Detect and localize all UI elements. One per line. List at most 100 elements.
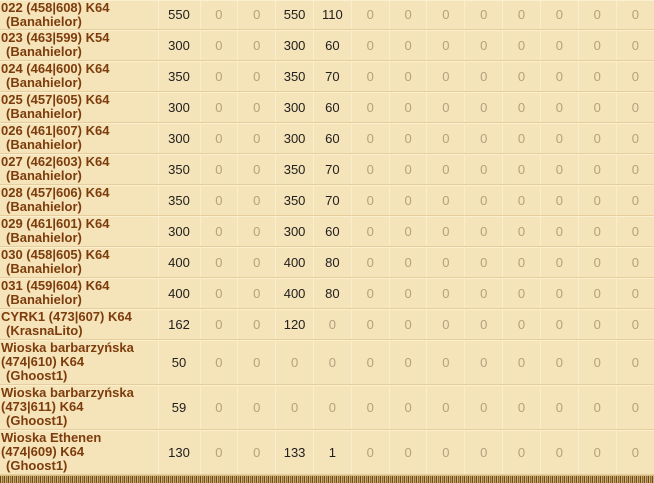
village-name-link[interactable]: 030 (458|605) K64 (1, 247, 110, 262)
table-row: 030 (458|605) K64 (Banahielor) 400 0 0 400 80 0… (0, 246, 654, 278)
troop-count-cell: 0 (578, 246, 617, 278)
village-name-link[interactable]: 024 (464|600) K64 (1, 61, 110, 76)
troop-count-cell: 0 (200, 429, 239, 475)
troop-count-cell: 0 (200, 308, 239, 340)
troop-count-cell: 0 (313, 339, 352, 385)
troop-count-cell: 0 (426, 384, 466, 430)
troop-count-cell: 350 (275, 153, 314, 185)
troop-count-cell: 300 (275, 122, 314, 154)
village-name-link[interactable]: 023 (463|599) K54 (1, 30, 110, 45)
troop-count-cell: 0 (616, 0, 654, 30)
troop-count-cell: 0 (389, 308, 428, 340)
troop-count-cell: 0 (502, 215, 541, 247)
troop-count-cell: 0 (351, 429, 390, 475)
village-owner-label: (Banahielor) (6, 199, 82, 214)
village-owner-label: (Ghoost1) (6, 368, 68, 383)
village-name-link[interactable]: 031 (459|604) K64 (1, 278, 110, 293)
troop-count-cell: 0 (540, 215, 579, 247)
troop-count-cell: 0 (351, 308, 390, 340)
troop-count-cell: 0 (502, 308, 541, 340)
troop-count-cell: 0 (237, 246, 277, 278)
troop-count-cell: 0 (426, 339, 466, 385)
troop-count-cell: 400 (275, 277, 314, 309)
troop-count-cell: 0 (540, 29, 579, 61)
troop-count-cell: 0 (426, 277, 466, 309)
troop-count-cell: 0 (389, 153, 428, 185)
village-owner-label: (Banahielor) (6, 292, 82, 307)
troop-count-cell: 1 (313, 429, 352, 475)
village-name-link[interactable]: 025 (457|605) K64 (1, 92, 110, 107)
troop-count-cell: 0 (616, 339, 654, 385)
troop-count-cell: 0 (351, 60, 390, 92)
troop-count-cell: 0 (578, 429, 617, 475)
village-name-link[interactable]: Wioska barbarzyńska (474|610) K64 (1, 340, 134, 369)
troop-count-cell: 0 (578, 29, 617, 61)
village-owner-label: (Banahielor) (6, 137, 82, 152)
village-name-link[interactable]: 029 (461|601) K64 (1, 216, 110, 231)
troop-count-cell: 0 (426, 29, 466, 61)
troop-count-cell: 0 (426, 0, 466, 30)
troop-count-cell: 0 (464, 184, 504, 216)
village-owner-label: (Ghoost1) (6, 458, 68, 473)
troop-count-cell: 0 (616, 308, 654, 340)
village-owner-label: (Banahielor) (6, 168, 82, 183)
troop-count-cell: 0 (237, 91, 277, 123)
troop-count-cell: 0 (200, 277, 239, 309)
table-row: Wioska barbarzyńska (473|611) K64 (Ghoost… (0, 384, 654, 430)
troop-count-cell: 0 (351, 384, 390, 430)
troop-count-cell: 0 (464, 0, 504, 30)
troop-count-cell: 0 (313, 384, 352, 430)
village-owner-label: (Banahielor) (6, 14, 82, 29)
village-name-link[interactable]: 028 (457|606) K64 (1, 185, 110, 200)
village-owner-label: (Banahielor) (6, 106, 82, 121)
troop-count-cell: 0 (389, 184, 428, 216)
troop-count-cell: 400 (158, 277, 201, 309)
troop-count-cell: 0 (389, 60, 428, 92)
village-name-link[interactable]: Wioska Ethenen (474|609) K64 (1, 430, 102, 459)
troop-count-cell: 0 (389, 246, 428, 278)
troop-count-cell: 0 (578, 339, 617, 385)
village-cell: Wioska barbarzyńska (474|610) K64 (Ghoost… (0, 339, 159, 385)
village-owner-label: (Banahielor) (6, 230, 82, 245)
troop-count-cell: 0 (464, 122, 504, 154)
troop-count-cell: 0 (540, 153, 579, 185)
troop-count-cell: 550 (275, 0, 314, 30)
troop-count-cell: 0 (426, 215, 466, 247)
troop-count-cell: 0 (502, 122, 541, 154)
troop-count-cell: 110 (313, 0, 352, 30)
troop-count-cell: 0 (389, 215, 428, 247)
village-name-link[interactable]: 027 (462|603) K64 (1, 154, 110, 169)
troop-count-cell: 0 (237, 339, 277, 385)
troop-count-cell: 350 (275, 184, 314, 216)
troop-count-cell: 0 (578, 0, 617, 30)
village-cell: Wioska Ethenen (474|609) K64 (Ghoost1) (0, 429, 159, 475)
troop-count-cell: 0 (351, 91, 390, 123)
troop-count-cell: 300 (158, 122, 201, 154)
troop-count-cell: 0 (578, 184, 617, 216)
troop-count-cell: 162 (158, 308, 201, 340)
troop-count-cell: 0 (237, 0, 277, 30)
troop-count-cell: 0 (540, 384, 579, 430)
troop-count-cell: 0 (275, 384, 314, 430)
troop-count-cell: 0 (426, 184, 466, 216)
table-row: 022 (458|608) K64 (Banahielor) 550 0 0 550 110… (0, 0, 654, 30)
troop-count-cell: 0 (578, 277, 617, 309)
troop-count-cell: 0 (616, 122, 654, 154)
troop-count-cell: 0 (540, 122, 579, 154)
troop-count-cell: 0 (464, 429, 504, 475)
troop-count-cell: 0 (502, 60, 541, 92)
troop-count-cell: 0 (540, 184, 579, 216)
village-name-link[interactable]: 026 (461|607) K64 (1, 123, 110, 138)
troop-count-cell: 0 (502, 339, 541, 385)
village-name-link[interactable]: CYRK1 (473|607) K64 (1, 309, 132, 324)
troop-count-cell: 0 (237, 29, 277, 61)
village-name-link[interactable]: 022 (458|608) K64 (1, 0, 110, 15)
troop-count-cell: 0 (578, 215, 617, 247)
troop-count-cell: 0 (275, 339, 314, 385)
troop-count-cell: 0 (464, 246, 504, 278)
troop-count-cell: 0 (464, 277, 504, 309)
village-cell: 023 (463|599) K54 (Banahielor) (0, 29, 159, 61)
troop-count-cell: 60 (313, 122, 352, 154)
troop-count-cell: 0 (200, 91, 239, 123)
village-name-link[interactable]: Wioska barbarzyńska (473|611) K64 (1, 385, 134, 414)
